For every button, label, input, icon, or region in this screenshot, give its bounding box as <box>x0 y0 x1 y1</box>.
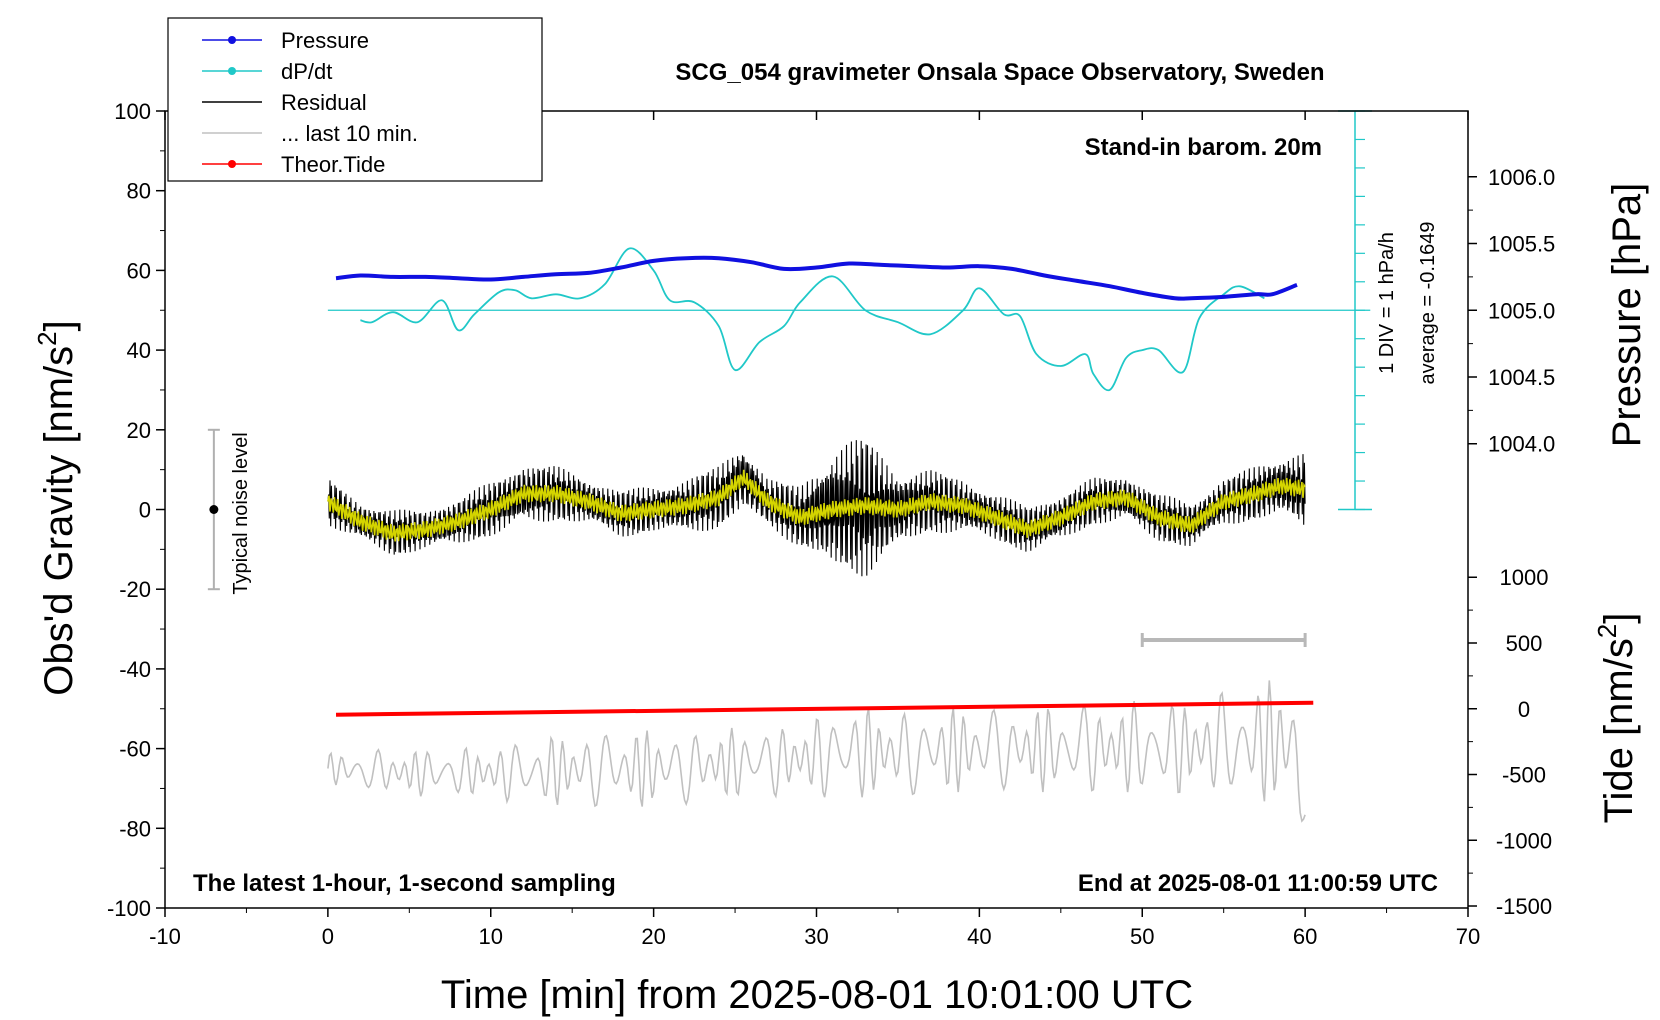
x-tick-label: 60 <box>1293 924 1317 949</box>
theor-tide-line <box>335 700 1314 717</box>
noise-bar-dot <box>209 505 219 514</box>
tide-tick-label: 0 <box>1518 697 1530 722</box>
y-tick-label: -20 <box>119 577 151 602</box>
y-tick-label: -100 <box>107 896 151 921</box>
pressure-tick-label: 1004.0 <box>1488 432 1555 457</box>
x-tick-label: 40 <box>967 924 991 949</box>
noise-label: Typical noise level <box>230 432 252 594</box>
x-tick-label: 10 <box>479 924 503 949</box>
x-tick-label: -10 <box>149 924 181 949</box>
x-tick-label: 0 <box>322 924 334 949</box>
x-tick-label: 20 <box>641 924 665 949</box>
tide-axis-title: Tide [nm/s2] <box>1592 613 1641 824</box>
x-tick-label: 30 <box>804 924 828 949</box>
tide-tick-label: 1000 <box>1500 565 1549 590</box>
tide-tick-label: -1500 <box>1496 894 1552 919</box>
chart-title: SCG_054 gravimeter Onsala Space Observat… <box>675 59 1324 86</box>
legend-box <box>167 17 543 182</box>
y-tick-label: -60 <box>119 737 151 762</box>
legend-label: dP/dt <box>281 59 332 84</box>
y-tick-label: 80 <box>127 179 151 204</box>
pressure-tick-label: 1006.0 <box>1488 165 1555 190</box>
bottom-right-note: End at 2025-08-01 11:00:59 UTC <box>1078 870 1438 897</box>
tide-tick-label: 500 <box>1506 631 1543 656</box>
legend-label: Residual <box>281 90 367 115</box>
last-10-min-line <box>327 680 1306 823</box>
barometer-note: Stand-in barom. 20m <box>1085 134 1322 161</box>
y-tick-label: -40 <box>119 657 151 682</box>
y-axis-title: Obs'd Gravity [nm/s2] <box>32 320 81 696</box>
x-tick-label: 70 <box>1456 924 1480 949</box>
tide-tick-label: -500 <box>1502 763 1546 788</box>
legend-marker <box>228 67 236 75</box>
dpdt-scale-label: 1 DIV = 1 hPa/h <box>1376 232 1398 374</box>
x-tick-label: 50 <box>1130 924 1154 949</box>
pressure-line <box>335 255 1298 301</box>
legend-marker <box>228 160 236 168</box>
dpdt-line <box>360 247 1265 392</box>
tide-tick-label: -1000 <box>1496 828 1552 853</box>
x-axis-title: Time [min] from 2025-08-01 10:01:00 UTC <box>441 973 1193 1017</box>
y-tick-label: 40 <box>127 338 151 363</box>
pressure-tick-label: 1004.5 <box>1488 365 1555 390</box>
dpdt-average-label: average = -0.1649 <box>1417 222 1439 385</box>
pressure-tick-label: 1005.0 <box>1488 298 1555 323</box>
residual-smoothed-line <box>327 469 1306 542</box>
legend-label: ... last 10 min. <box>281 121 418 146</box>
y-tick-label: 100 <box>114 99 151 124</box>
legend-label: Theor.Tide <box>281 152 385 177</box>
y-tick-label: 60 <box>127 258 151 283</box>
legend-label: Pressure <box>281 28 369 53</box>
y-tick-label: 0 <box>139 498 151 523</box>
pressure-tick-label: 1005.5 <box>1488 232 1555 257</box>
legend-marker <box>228 36 236 44</box>
y-tick-label: -80 <box>119 816 151 841</box>
y-tick-label: 20 <box>127 418 151 443</box>
bottom-left-note: The latest 1-hour, 1-second sampling <box>193 870 616 897</box>
pressure-axis-title: Pressure [hPa] <box>1605 183 1649 448</box>
